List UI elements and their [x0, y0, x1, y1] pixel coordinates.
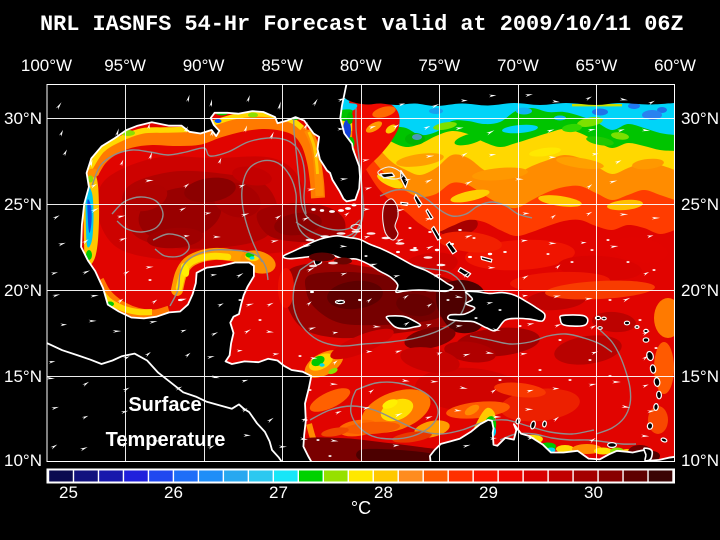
svg-text:26: 26: [164, 483, 183, 502]
svg-text:29: 29: [479, 483, 498, 502]
svg-text:27: 27: [269, 483, 288, 502]
svg-text:15°N: 15°N: [681, 367, 719, 386]
svg-text:15°N: 15°N: [4, 367, 42, 386]
svg-text:10°N: 10°N: [681, 451, 719, 470]
svg-text:70°W: 70°W: [497, 56, 539, 75]
svg-text:95°W: 95°W: [104, 56, 146, 75]
svg-text:Temperature: Temperature: [106, 429, 226, 451]
svg-text:25: 25: [59, 483, 78, 502]
svg-text:28: 28: [374, 483, 393, 502]
svg-text:60°W: 60°W: [654, 56, 696, 75]
svg-text:75°W: 75°W: [418, 56, 460, 75]
svg-text:NRL IASNFS 54-Hr Forecast val: NRL IASNFS 54-Hr Forecast valid at 2009/…: [40, 12, 684, 37]
svg-text:30: 30: [584, 483, 603, 502]
svg-text:20°N: 20°N: [681, 281, 719, 300]
svg-text:Surface: Surface: [128, 394, 201, 416]
svg-text:85°W: 85°W: [261, 56, 303, 75]
svg-text:30°N: 30°N: [681, 109, 719, 128]
svg-text:100°W: 100°W: [21, 56, 72, 75]
svg-text:30°N: 30°N: [4, 109, 42, 128]
svg-text:25°N: 25°N: [681, 195, 719, 214]
svg-text:10°N: 10°N: [4, 451, 42, 470]
svg-text:65°W: 65°W: [576, 56, 618, 75]
svg-text:25°N: 25°N: [4, 195, 42, 214]
svg-text:80°W: 80°W: [340, 56, 382, 75]
svg-text:90°W: 90°W: [183, 56, 225, 75]
svg-text:°C: °C: [351, 498, 371, 518]
svg-text:20°N: 20°N: [4, 281, 42, 300]
